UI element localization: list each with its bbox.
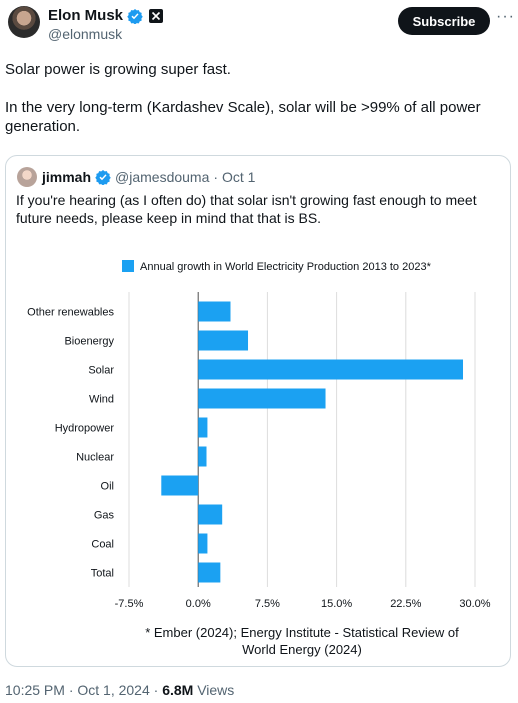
bar-chart: Annual growth in World Electricity Produ… — [27, 260, 491, 657]
views-label: Views — [193, 682, 235, 698]
author-name[interactable]: Elon Musk — [48, 7, 124, 24]
bar-other-renewables — [198, 301, 231, 322]
legend-swatch — [122, 260, 134, 272]
category-label: Hydropower — [55, 423, 115, 435]
author-handle[interactable]: @elonmusk — [48, 26, 123, 42]
category-label: Nuclear — [76, 452, 114, 464]
x-tick-label: 15.0% — [321, 598, 352, 610]
category-label: Coal — [91, 539, 114, 551]
author-avatar[interactable] — [8, 6, 40, 38]
tweet-paragraph: Solar power is growing super fast. — [5, 61, 231, 78]
quote-author-avatar — [17, 167, 37, 187]
chart-footnote: World Energy (2024) — [242, 642, 362, 657]
bar-hydropower — [198, 417, 208, 438]
category-label: Wind — [89, 394, 114, 406]
x-tick-label: -7.5% — [115, 598, 144, 610]
bar-wind — [198, 388, 326, 409]
quoted-tweet[interactable]: jimmah @jamesdouma · Oct 1 If you're hea… — [5, 155, 511, 667]
category-label: Bioenergy — [64, 336, 114, 348]
bar-total — [198, 562, 221, 583]
category-label: Total — [91, 568, 114, 580]
bar-gas — [198, 504, 223, 525]
x-tick-label: 30.0% — [459, 598, 490, 610]
x-tick-label: 7.5% — [255, 598, 280, 610]
more-options-icon[interactable]: ··· — [496, 8, 515, 25]
quote-date: · Oct 1 — [213, 169, 256, 185]
verified-badge-icon — [127, 8, 143, 24]
timestamp-text[interactable]: 10:25 PM · Oct 1, 2024 · — [5, 682, 163, 698]
bar-oil — [161, 475, 199, 496]
bar-bioenergy — [198, 330, 249, 351]
views-count: 6.8M — [162, 682, 194, 698]
legend-label: Annual growth in World Electricity Produ… — [140, 261, 432, 273]
quote-author-name: jimmah — [42, 169, 92, 185]
x-tick-label: 0.0% — [186, 598, 211, 610]
quote-text: If you're hearing (as I often do) that s… — [16, 192, 477, 226]
tweet-paragraph: In the very long-term (Kardashev Scale),… — [5, 99, 481, 135]
bar-solar — [198, 359, 464, 380]
tweet-text: Solar power is growing super fast. In th… — [5, 60, 510, 136]
bar-coal — [198, 533, 208, 554]
tweet-timestamp: 10:25 PM · Oct 1, 2024 · 6.8M Views — [5, 682, 234, 698]
verified-badge-icon — [95, 170, 111, 185]
x-affiliate-icon — [149, 8, 164, 23]
x-tick-label: 22.5% — [390, 598, 421, 610]
chart-footnote: * Ember (2024); Energy Institute - Stati… — [145, 625, 459, 640]
category-label: Oil — [101, 481, 114, 493]
quote-author-handle: @jamesdouma — [115, 169, 210, 185]
category-label: Solar — [88, 365, 114, 377]
bar-nuclear — [198, 446, 207, 467]
category-label: Gas — [94, 510, 115, 522]
author-name-row: Elon Musk — [48, 7, 164, 24]
quote-header: jimmah @jamesdouma · Oct 1 — [42, 169, 255, 185]
category-label: Other renewables — [27, 307, 114, 319]
subscribe-button[interactable]: Subscribe — [398, 7, 490, 35]
